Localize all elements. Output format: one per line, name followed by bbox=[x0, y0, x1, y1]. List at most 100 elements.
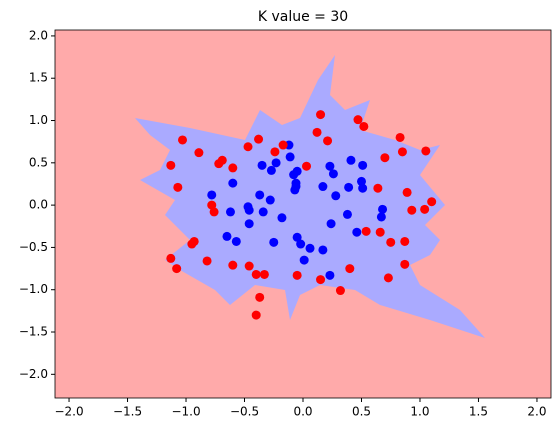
point bbox=[325, 161, 335, 171]
point bbox=[265, 195, 275, 205]
point bbox=[407, 205, 417, 215]
point bbox=[244, 261, 254, 271]
point bbox=[278, 140, 288, 150]
y-tick-label: −0.5 bbox=[19, 240, 48, 254]
point bbox=[378, 204, 388, 214]
point bbox=[328, 169, 338, 179]
point bbox=[361, 226, 371, 236]
point bbox=[172, 264, 182, 274]
point bbox=[427, 197, 437, 207]
x-tick-label: 0.5 bbox=[352, 405, 371, 419]
point bbox=[375, 227, 385, 237]
point bbox=[318, 182, 328, 192]
point bbox=[335, 286, 345, 296]
point bbox=[359, 121, 369, 131]
point bbox=[316, 275, 326, 285]
point bbox=[194, 148, 204, 158]
point bbox=[421, 146, 431, 156]
y-tick-label: −1.5 bbox=[19, 325, 48, 339]
point bbox=[292, 232, 302, 242]
point bbox=[178, 135, 188, 145]
point bbox=[326, 219, 336, 229]
point bbox=[207, 190, 217, 200]
point bbox=[255, 292, 265, 302]
point bbox=[353, 115, 363, 125]
point bbox=[166, 253, 176, 263]
point bbox=[292, 270, 302, 280]
point bbox=[352, 227, 362, 237]
x-tick-label: 1.5 bbox=[469, 405, 488, 419]
point bbox=[244, 219, 254, 229]
point bbox=[255, 190, 265, 200]
point bbox=[228, 178, 238, 188]
point bbox=[380, 153, 390, 163]
point bbox=[318, 245, 328, 255]
point bbox=[376, 212, 386, 222]
point bbox=[292, 166, 302, 176]
x-tick-label: −1.0 bbox=[171, 405, 200, 419]
point bbox=[386, 237, 396, 247]
point bbox=[209, 207, 219, 217]
y-tick-label: −1.0 bbox=[19, 282, 48, 296]
point bbox=[323, 136, 333, 146]
point bbox=[296, 239, 306, 249]
point bbox=[402, 187, 412, 197]
point bbox=[251, 269, 261, 279]
point bbox=[305, 243, 315, 253]
decision-region bbox=[135, 55, 485, 338]
point bbox=[316, 110, 326, 120]
point bbox=[187, 239, 197, 249]
point bbox=[251, 310, 261, 320]
point bbox=[344, 182, 354, 192]
y-tick-label: −2.0 bbox=[19, 367, 48, 381]
point bbox=[270, 147, 280, 157]
point bbox=[342, 209, 352, 219]
point bbox=[225, 207, 235, 217]
point bbox=[271, 158, 281, 168]
point bbox=[395, 132, 405, 142]
point bbox=[258, 207, 268, 217]
point bbox=[358, 183, 368, 193]
x-tick-label: −0.5 bbox=[230, 405, 259, 419]
point bbox=[217, 155, 227, 165]
point bbox=[356, 176, 366, 186]
point bbox=[346, 155, 356, 165]
point bbox=[244, 205, 254, 215]
point bbox=[228, 260, 238, 270]
point bbox=[259, 269, 269, 279]
point bbox=[269, 237, 279, 247]
chart-title: K value = 30 bbox=[258, 9, 348, 25]
point bbox=[166, 160, 176, 170]
point bbox=[358, 160, 368, 170]
point bbox=[173, 182, 183, 192]
point bbox=[325, 270, 335, 280]
point bbox=[290, 185, 300, 195]
point bbox=[400, 236, 410, 246]
point bbox=[277, 213, 287, 223]
point bbox=[222, 231, 232, 241]
y-tick-label: 0.5 bbox=[29, 155, 48, 169]
point bbox=[291, 178, 301, 188]
y-tick-label: 1.0 bbox=[29, 113, 48, 127]
point bbox=[400, 259, 410, 269]
x-tick-label: −1.5 bbox=[113, 405, 142, 419]
y-tick-label: 1.5 bbox=[29, 71, 48, 85]
point bbox=[397, 147, 407, 157]
point bbox=[243, 142, 253, 152]
point bbox=[312, 127, 322, 137]
x-tick-label: 2.0 bbox=[527, 405, 546, 419]
y-tick-label: 0.0 bbox=[29, 198, 48, 212]
point bbox=[207, 200, 217, 210]
x-tick-label: −2.0 bbox=[54, 405, 83, 419]
point bbox=[345, 264, 355, 274]
point bbox=[228, 163, 238, 173]
y-tick-label: 2.0 bbox=[29, 28, 48, 42]
point bbox=[302, 161, 312, 171]
point bbox=[254, 134, 264, 144]
point bbox=[331, 191, 341, 201]
point bbox=[257, 160, 267, 170]
point bbox=[231, 236, 241, 246]
point bbox=[420, 204, 430, 214]
x-tick-label: 0.0 bbox=[293, 405, 312, 419]
